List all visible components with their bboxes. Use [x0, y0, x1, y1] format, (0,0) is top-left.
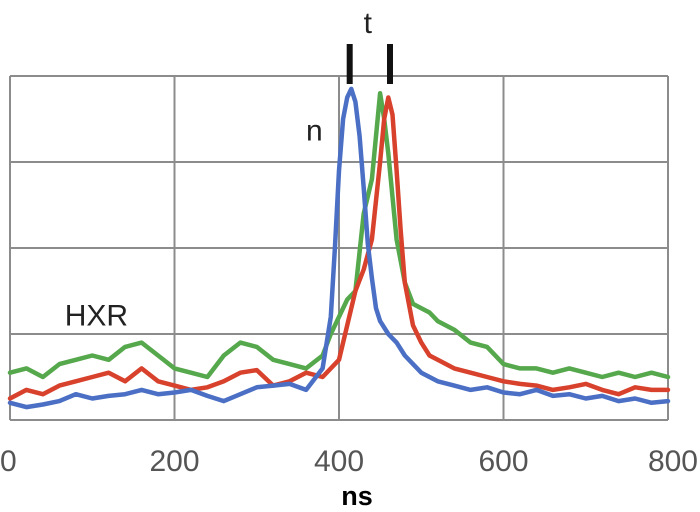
x-tick-label-0: 0: [0, 445, 17, 478]
annotation-2: HXR: [65, 299, 128, 332]
x-tick-label-4: 800: [648, 445, 698, 478]
series-line-0: [7, 86, 671, 410]
annotation-0: t: [364, 7, 373, 40]
annotation-1: n: [306, 115, 323, 148]
x-tick-label-1: 200: [149, 445, 199, 478]
x-axis-title: ns: [341, 481, 373, 511]
x-tick-label-3: 600: [478, 445, 528, 478]
grid: [9, 75, 669, 421]
annotations: t n HXR: [65, 7, 373, 332]
series-line-1: [7, 95, 671, 401]
series-line-2: [7, 90, 671, 380]
x-tick-labels: 0 200 400 600 800: [0, 445, 698, 478]
series-layer: [7, 86, 671, 410]
marker-layer: [346, 44, 393, 84]
x-tick-label-2: 400: [314, 445, 364, 478]
